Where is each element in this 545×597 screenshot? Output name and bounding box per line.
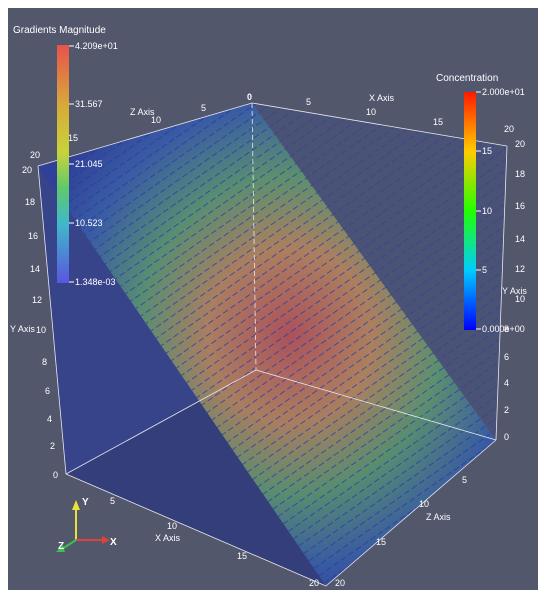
y-axis-left: 20 18 16 14 12 10 8 6 4 2 0 Y Axis: [10, 165, 58, 480]
y-axis-right-title: Y Axis: [502, 286, 527, 296]
orientation-axes-widget[interactable]: Y X Z: [56, 497, 117, 552]
concentration-label-2: 15: [482, 146, 492, 156]
x-tick-5: 5: [306, 97, 311, 107]
x-bottom-tick-5: 5: [110, 496, 115, 506]
y-tick-right-2: 2: [504, 405, 509, 415]
x-tick-20: 20: [504, 124, 514, 134]
y-tick-left-8: 8: [42, 357, 47, 367]
concentration-label-max: 2.000e+01: [482, 87, 525, 97]
gradients-label-2: 31.567: [75, 99, 103, 109]
x-tick-15: 15: [433, 117, 443, 127]
y-axis-left-title: Y Axis: [10, 324, 35, 334]
y-tick-right-16: 16: [515, 201, 525, 211]
bounding-box-edges: [37, 102, 508, 587]
y-tick-right-20: 20: [515, 139, 525, 149]
y-tick-right-4: 4: [504, 378, 509, 388]
z-tick-10: 10: [151, 115, 161, 125]
z-bottom-tick-15: 15: [376, 537, 386, 547]
concentration-colorbar-gradient: [464, 92, 476, 330]
y-tick-right-14: 14: [515, 234, 525, 244]
orientation-x-label: X: [110, 537, 117, 548]
orientation-z-line: [61, 539, 77, 550]
z-axis-bottom: 5 10 15 20 Z Axis: [335, 475, 467, 588]
y-tick-left-14: 14: [30, 264, 40, 274]
y-tick-left-6: 6: [45, 386, 50, 396]
y-tick-right-6: 6: [504, 352, 509, 362]
orientation-z-arrow: [56, 545, 65, 552]
vector-field-glyphs: [38, 103, 496, 586]
orientation-y-arrow: [72, 500, 80, 510]
z-axis-title: Z Axis: [130, 107, 155, 117]
gradients-label-min: 1.348e-03: [75, 277, 116, 287]
y-tick-left-16: 16: [28, 231, 38, 241]
z-bottom-tick-10: 10: [419, 499, 429, 509]
gradients-colorbar-title: Gradients Magnitude: [13, 25, 106, 36]
gradients-label-3: 21.045: [75, 159, 103, 169]
y-tick-right-0: 0: [504, 432, 509, 442]
x-tick-10: 10: [366, 107, 376, 117]
x-axis-title: X Axis: [369, 93, 395, 103]
z-tick-0: 0: [247, 92, 252, 102]
x-bottom-tick-20: 20: [309, 578, 319, 588]
y-tick-right-10: 10: [515, 294, 525, 304]
orientation-x-arrow: [102, 536, 110, 544]
gradients-label-max: 4.209e+01: [75, 41, 118, 51]
x-axis-top: 5 10 15 20 X Axis: [306, 93, 514, 134]
y-tick-left-12: 12: [32, 295, 42, 305]
z-axis-bottom-title: Z Axis: [426, 512, 451, 522]
vector-field-back: [252, 103, 507, 440]
concentration-colorbar-title: Concentration: [436, 73, 498, 84]
z-bottom-tick-20: 20: [335, 578, 345, 588]
z-tick-20: 20: [30, 150, 40, 160]
gradients-label-4: 10.523: [75, 218, 103, 228]
x-axis-bottom: 5 10 15 20 X Axis: [110, 496, 319, 588]
orientation-z-label: Z: [58, 541, 64, 552]
y-tick-left-4: 4: [47, 414, 52, 424]
orientation-y-label: Y: [82, 497, 89, 508]
z-tick-15: 15: [68, 133, 78, 143]
y-tick-right-12: 12: [515, 264, 525, 274]
y-tick-left-20: 20: [22, 165, 32, 175]
z-axis-top: 20 15 10 5 0 Z Axis: [30, 92, 252, 160]
y-tick-left-2: 2: [50, 441, 55, 451]
y-tick-left-0: 0: [53, 470, 58, 480]
x-bottom-tick-15: 15: [237, 551, 247, 561]
y-tick-left-10: 10: [36, 325, 46, 335]
3d-scene[interactable]: 20 15 10 5 0 Z Axis 5 10 15 20 X Axis 20…: [8, 8, 538, 590]
gradients-magnitude-colorbar[interactable]: Gradients Magnitude 4.209e+01 31.567 21.…: [13, 25, 118, 287]
concentration-label-4: 5: [482, 265, 487, 275]
x-axis-bottom-title: X Axis: [155, 533, 181, 543]
gradients-colorbar-gradient: [57, 45, 69, 283]
y-tick-right-18: 18: [515, 169, 525, 179]
concentration-label-3: 10: [482, 206, 492, 216]
x-bottom-tick-10: 10: [167, 521, 177, 531]
concentration-colorbar[interactable]: Concentration 2.000e+01 15 10 5 0.000e+0…: [436, 73, 525, 334]
render-viewport[interactable]: 20 15 10 5 0 Z Axis 5 10 15 20 X Axis 20…: [8, 8, 538, 590]
z-tick-5: 5: [201, 103, 206, 113]
z-bottom-tick-5: 5: [462, 475, 467, 485]
concentration-label-min: 0.000e+00: [482, 324, 525, 334]
y-tick-left-18: 18: [25, 197, 35, 207]
y-tick-right-8: 8: [504, 324, 509, 334]
y-axis-right: 20 18 16 14 12 10 8 6 4 2 0 Y Axis: [502, 139, 527, 442]
